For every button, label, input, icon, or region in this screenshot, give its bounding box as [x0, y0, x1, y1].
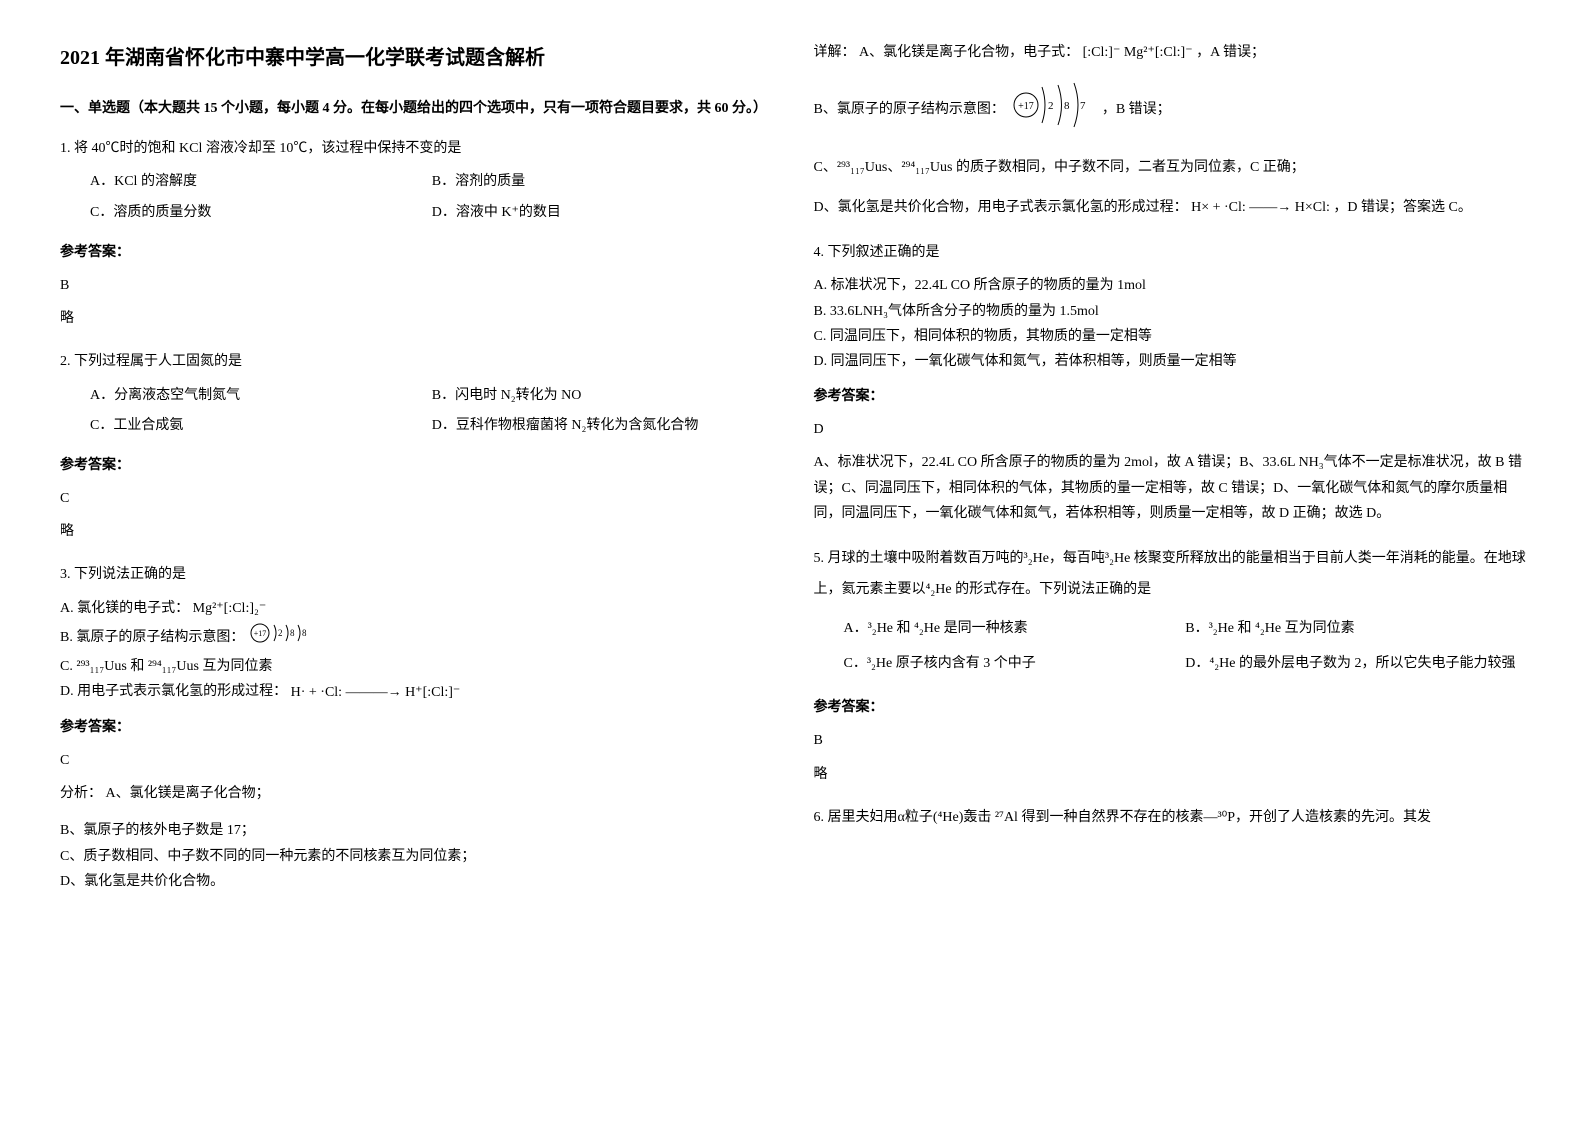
q3-analysis-label: 分析：	[60, 786, 102, 801]
svg-text:8: 8	[302, 628, 307, 638]
section-instruction: 一、单选题（本大题共 15 个小题，每小题 4 分。在每小题给出的四个选项中，只…	[60, 96, 774, 121]
q3-optD-formula: H· + ·Cl: ———→ H⁺[:Cl:]⁻	[291, 680, 461, 705]
q5-optB: B．³₂He 和 ⁴₂He 互为同位素	[1185, 614, 1527, 645]
atom-diagram-icon: +17 2 8 8	[248, 621, 318, 654]
q3-analysis-c: C、质子数相同、中子数不同的同一种元素的不同核素互为同位素；	[60, 844, 774, 869]
q3-detail-c: C、²⁹³₁₁₇Uus、²⁹⁴₁₁₇Uus 的质子数相同，中子数不同，二者互为同…	[814, 155, 1528, 180]
q3-detail-d-post: ，D 错误；答案选 C。	[1333, 200, 1471, 215]
q1-optD: D．溶液中 K⁺的数目	[432, 200, 774, 225]
q2-answer: C	[60, 486, 774, 511]
q3-detail-d-formula: H× + ·Cl: ——→ H×Cl:	[1191, 195, 1330, 220]
q1-answer-label: 参考答案：	[60, 240, 774, 265]
q3-detail-b: B、氯原子的原子结构示意图： +17 2 8 7 ，B 错误；	[814, 75, 1528, 144]
q3-optA: A. 氯化镁的电子式： Mg²⁺[:Cl:]₂⁻	[60, 596, 774, 621]
svg-text:2: 2	[1048, 100, 1054, 112]
right-column: 详解： A、氯化镁是离子化合物，电子式： [:Cl:]⁻ Mg²⁺[:Cl:]⁻…	[814, 40, 1528, 912]
q4-explain: A、标准状况下，22.4L CO 所含原子的物质的量为 2mol，故 A 错误；…	[814, 450, 1528, 526]
q5-optA: A．³₂He 和 ⁴₂He 是同一种核素	[844, 614, 1186, 645]
q1-answer: B	[60, 273, 774, 298]
q3-analysis-b: B、氯原子的核外电子数是 17；	[60, 818, 774, 843]
q5-answer: B	[814, 728, 1528, 753]
q5-optC: C．³₂He 原子核内含有 3 个中子	[844, 649, 1186, 680]
q2-answer-label: 参考答案：	[60, 453, 774, 478]
q1-brief: 略	[60, 306, 774, 331]
q3-detail-d: D、氯化氢是共价化合物，用电子式表示氯化氢的形成过程： H× + ·Cl: ——…	[814, 195, 1528, 220]
q3-analysis-a: A、氯化镁是离子化合物；	[106, 786, 270, 801]
q4-text: 4. 下列叙述正确的是	[814, 240, 1528, 265]
question-2: 2. 下列过程属于人工固氮的是 A．分离液态空气制氮气 B．闪电时 N₂转化为 …	[60, 349, 774, 544]
question-3: 3. 下列说法正确的是 A. 氯化镁的电子式： Mg²⁺[:Cl:]₂⁻ B. …	[60, 562, 774, 893]
page-title: 2021 年湖南省怀化市中寨中学高一化学联考试题含解析	[60, 40, 774, 76]
q3-optA-formula: Mg²⁺[:Cl:]₂⁻	[193, 596, 267, 621]
q3-analysis-d: D、氯化氢是共价化合物。	[60, 869, 774, 894]
svg-text:8: 8	[290, 628, 295, 638]
q2-optA: A．分离液态空气制氮气	[90, 383, 432, 408]
q3-detail-a-post: ，A 错误；	[1196, 45, 1265, 60]
q3-detail-a: 详解： A、氯化镁是离子化合物，电子式： [:Cl:]⁻ Mg²⁺[:Cl:]⁻…	[814, 40, 1528, 65]
q3-optA-pre: A. 氯化镁的电子式：	[60, 601, 189, 616]
q3-optC: C. ²⁹³₁₁₇Uus 和 ²⁹⁴₁₁₇Uus 互为同位素	[60, 654, 774, 679]
q2-text: 2. 下列过程属于人工固氮的是	[60, 349, 774, 374]
question-3-cont: 详解： A、氯化镁是离子化合物，电子式： [:Cl:]⁻ Mg²⁺[:Cl:]⁻…	[814, 40, 1528, 220]
q1-optA: A．KCl 的溶解度	[90, 169, 432, 194]
q2-optD-text: D．豆科作物根瘤菌将 N₂转化为含氮化合物	[432, 413, 699, 438]
q3-text: 3. 下列说法正确的是	[60, 562, 774, 587]
svg-text:8: 8	[1064, 100, 1070, 112]
q3-detail-d-pre: D、氯化氢是共价化合物，用电子式表示氯化氢的形成过程：	[814, 200, 1188, 215]
q4-optA: A. 标准状况下，22.4L CO 所含原子的物质的量为 1mol	[814, 273, 1528, 298]
question-1: 1. 将 40℃时的饱和 KCl 溶液冷却至 10℃，该过程中保持不变的是 A．…	[60, 136, 774, 331]
svg-text:+17: +17	[1019, 101, 1035, 112]
q1-optB: B．溶剂的质量	[432, 169, 774, 194]
q2-optB: B．闪电时 N₂转化为 NO	[432, 383, 774, 408]
q5-optD: D．⁴₂He 的最外层电子数为 2，所以它失电子能力较强	[1185, 649, 1527, 680]
q3-answer-label: 参考答案：	[60, 715, 774, 740]
svg-text:+17: +17	[254, 629, 267, 638]
q4-optB: B. 33.6LNH₃气体所含分子的物质的量为 1.5mol	[814, 299, 1528, 324]
page-container: 2021 年湖南省怀化市中寨中学高一化学联考试题含解析 一、单选题（本大题共 1…	[60, 40, 1527, 912]
q5-text: 5. 月球的土壤中吸附着数百万吨的³₂He，每百吨³₂He 核聚变所释放出的能量…	[814, 544, 1528, 606]
q6-text: 6. 居里夫妇用α粒子(⁴He)轰击 ²⁷Al 得到一种自然界不存在的核素—³⁰…	[814, 805, 1528, 830]
q5-options: A．³₂He 和 ⁴₂He 是同一种核素 B．³₂He 和 ⁴₂He 互为同位素…	[814, 614, 1528, 686]
q5-brief: 略	[814, 762, 1528, 787]
q4-answer-label: 参考答案：	[814, 384, 1528, 409]
q3-optD: D. 用电子式表示氯化氢的形成过程： H· + ·Cl: ———→ H⁺[:Cl…	[60, 679, 774, 704]
q2-optC: C．工业合成氨 D．豆科作物根瘤菌将 N₂转化为含氮化合物	[90, 413, 774, 438]
q3-detail-a-pre: A、氯化镁是离子化合物，电子式：	[859, 45, 1079, 60]
q4-optD: D. 同温同压下，一氧化碳气体和氮气，若体积相等，则质量一定相等	[814, 349, 1528, 374]
q3-answer: C	[60, 748, 774, 773]
svg-text:7: 7	[1080, 100, 1086, 112]
q1-options: A．KCl 的溶解度 B．溶剂的质量 C．溶质的质量分数 D．溶液中 K⁺的数目	[60, 169, 774, 229]
q3-optB: B. 氯原子的原子结构示意图： +17 2 8 8	[60, 621, 774, 654]
q3-detail-label: 详解：	[814, 45, 856, 60]
q4-optC: C. 同温同压下，相同体积的物质，其物质的量一定相等	[814, 324, 1528, 349]
q3-detail-b-post: ，B 错误；	[1102, 102, 1171, 117]
atom-diagram-large-icon: +17 2 8 7	[1008, 75, 1098, 144]
q2-optC-text: C．工业合成氨	[90, 413, 432, 438]
q5-answer-label: 参考答案：	[814, 695, 1528, 720]
question-6: 6. 居里夫妇用α粒子(⁴He)轰击 ²⁷Al 得到一种自然界不存在的核素—³⁰…	[814, 805, 1528, 830]
left-column: 2021 年湖南省怀化市中寨中学高一化学联考试题含解析 一、单选题（本大题共 1…	[60, 40, 774, 912]
q3-optD-pre: D. 用电子式表示氯化氢的形成过程：	[60, 684, 287, 699]
svg-text:2: 2	[278, 628, 283, 638]
q3-analysis: 分析： A、氯化镁是离子化合物；	[60, 781, 774, 806]
q1-text: 1. 将 40℃时的饱和 KCl 溶液冷却至 10℃，该过程中保持不变的是	[60, 136, 774, 161]
q4-answer: D	[814, 417, 1528, 442]
q3-optB-pre: B. 氯原子的原子结构示意图：	[60, 630, 244, 645]
q2-options: A．分离液态空气制氮气 B．闪电时 N₂转化为 NO C．工业合成氨 D．豆科作…	[60, 383, 774, 443]
q2-brief: 略	[60, 519, 774, 544]
q3-detail-b-pre: B、氯原子的原子结构示意图：	[814, 102, 1005, 117]
q1-optC: C．溶质的质量分数	[90, 200, 432, 225]
question-5: 5. 月球的土壤中吸附着数百万吨的³₂He，每百吨³₂He 核聚变所释放出的能量…	[814, 544, 1528, 787]
question-4: 4. 下列叙述正确的是 A. 标准状况下，22.4L CO 所含原子的物质的量为…	[814, 240, 1528, 526]
q3-detail-a-formula: [:Cl:]⁻ Mg²⁺[:Cl:]⁻	[1083, 40, 1193, 65]
